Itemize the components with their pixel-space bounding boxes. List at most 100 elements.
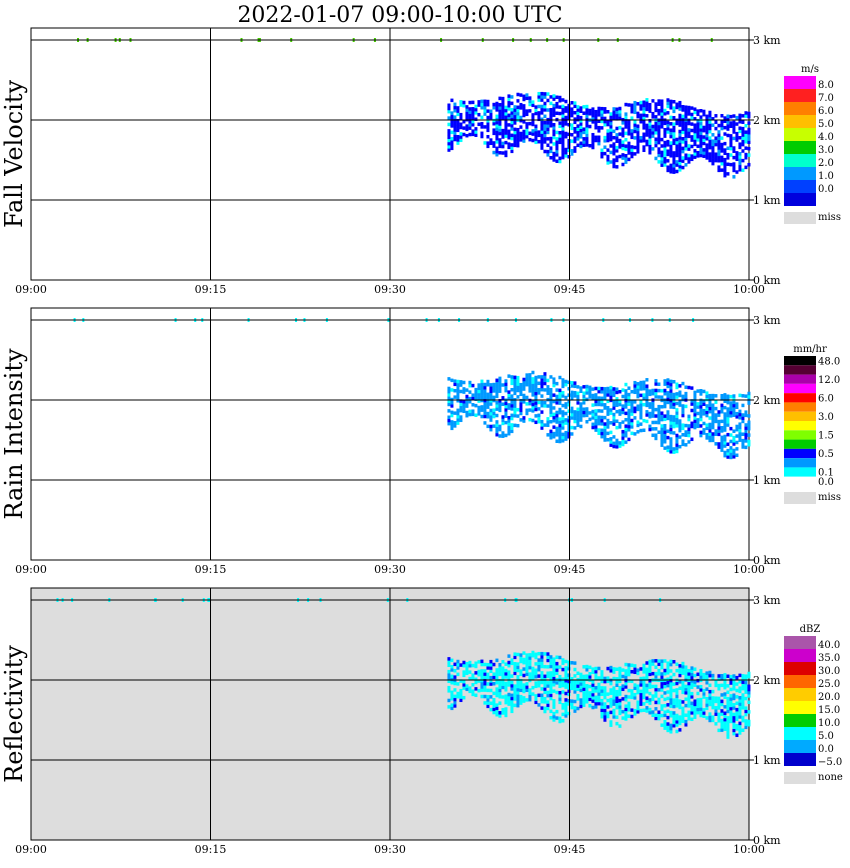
reflectivity-echo-cell — [474, 661, 478, 665]
rain-intensity-colorbar-swatch — [784, 421, 816, 431]
reflectivity-echo-cell — [516, 694, 520, 698]
fall-velocity-echo-cell — [741, 130, 745, 134]
fall-velocity-echo-cell — [591, 120, 595, 124]
fall-velocity-echo-cell — [714, 155, 718, 160]
fall-velocity-echo-cell — [651, 127, 655, 132]
reflectivity-echo-cell — [567, 711, 571, 716]
rain-intensity-echo-cell — [744, 394, 748, 398]
rain-intensity-echo-cell — [687, 433, 691, 438]
reflectivity-echo-cell — [468, 686, 472, 690]
fall-velocity-echo-cell — [729, 143, 733, 148]
reflectivity-colorbar-label: 15.0 — [818, 705, 840, 716]
reflectivity-echo-cell — [648, 707, 652, 712]
fall-velocity-echo-cell — [495, 130, 499, 135]
rain-intensity-echo-cell — [669, 386, 673, 390]
rain-intensity-echo-cell — [615, 419, 619, 423]
rain-intensity-echo-cell — [483, 421, 487, 425]
reflectivity-panel: 09:00 09:15 09:30 09:45 10:000 km1 km2 km3 k… — [0, 587, 843, 856]
rain-intensity-echo-cell — [747, 426, 751, 431]
reflectivity-echo-cell — [528, 653, 532, 657]
fall-velocity-echo-cell — [690, 112, 694, 117]
reflectivity-y-tick-label: 3 km — [753, 594, 781, 607]
fall-velocity-echo-cell — [729, 162, 733, 167]
fall-velocity-echo-cell — [624, 112, 628, 116]
reflectivity-echo-cell — [648, 659, 652, 664]
rain-intensity-echo-cell — [642, 396, 646, 401]
rain-intensity-echo-cell — [534, 420, 538, 425]
fall-velocity-echo-cell — [510, 117, 514, 122]
rain-intensity-echo-cell — [723, 405, 727, 410]
fall-velocity-echo-cell — [630, 145, 634, 149]
reflectivity-echo-cell — [543, 680, 547, 685]
reflectivity-echo-cell — [600, 689, 604, 693]
reflectivity-echo-cell — [489, 701, 493, 706]
reflectivity-echo-cell — [459, 688, 463, 693]
rain-intensity-echo-cell — [465, 410, 469, 415]
reflectivity-echo-cell — [471, 676, 475, 681]
reflectivity-echo-cell — [510, 706, 514, 710]
fall-velocity-echo-cell — [738, 113, 742, 118]
reflectivity-echo-cell — [573, 706, 577, 710]
fall-velocity-echo-cell — [654, 127, 658, 132]
fall-velocity-echo-cell — [672, 106, 676, 110]
rain-intensity-echo-cell — [660, 433, 664, 438]
fall-velocity-echo-cell — [723, 125, 727, 130]
fall-velocity-echo-cell — [525, 131, 529, 136]
reflectivity-echo-cell — [738, 686, 742, 690]
reflectivity-echo-cell — [621, 674, 625, 679]
reflectivity-echo-cell — [681, 716, 685, 720]
reflectivity-echo-cell — [492, 672, 496, 676]
rain-intensity-echo-cell — [543, 400, 547, 405]
fall-velocity-echo-cell — [621, 153, 625, 157]
reflectivity-echo-cell — [594, 705, 598, 709]
fall-velocity-echo-cell — [474, 107, 478, 112]
reflectivity-colorbar-label: 0.0 — [818, 744, 834, 755]
rain-intensity-echo-cell — [504, 411, 508, 415]
reflectivity-echo-cell — [540, 706, 544, 710]
rain-intensity-echo-cell — [666, 394, 670, 398]
rain-intensity-echo-cell — [744, 423, 748, 427]
fall-velocity-echo-cell — [738, 145, 742, 150]
rain-intensity-echo-cell — [684, 430, 688, 434]
rain-intensity-echo-cell — [528, 417, 532, 422]
fall-velocity-echo-cell — [516, 108, 520, 113]
fall-velocity-echo-cell — [660, 109, 664, 113]
reflectivity-echo-cell — [654, 675, 658, 679]
fall-velocity-echo-cell — [630, 129, 634, 133]
rain-intensity-colorbar-swatch — [784, 393, 816, 403]
reflectivity-echo-cell — [564, 707, 568, 712]
fall-velocity-echo-cell — [738, 129, 742, 134]
reflectivity-echo-cell — [507, 679, 511, 684]
rain-intensity-echo-cell — [498, 424, 502, 429]
rain-intensity-echo-cell — [570, 381, 574, 385]
reflectivity-echo-cell — [624, 682, 628, 686]
reflectivity-echo-cell — [681, 687, 685, 691]
fall-velocity-echo-cell — [627, 119, 631, 123]
rain-intensity-echo-cell — [456, 411, 460, 416]
rain-intensity-echo-cell — [474, 397, 478, 401]
fall-velocity-echo-cell — [648, 134, 652, 139]
reflectivity-echo-cell — [678, 664, 682, 668]
fall-velocity-echo-cell — [714, 139, 718, 144]
rain-intensity-echo-cell — [570, 384, 574, 388]
fall-velocity-echo-cell — [582, 143, 586, 147]
rain-intensity-echo-cell — [558, 375, 562, 380]
reflectivity-echo-cell — [465, 668, 469, 672]
reflectivity-echo-cell — [567, 676, 571, 681]
fall-velocity-echo-cell — [591, 145, 595, 150]
reflectivity-echo-cell — [651, 684, 655, 689]
reflectivity-echo-cell — [705, 674, 709, 679]
rain-intensity-echo-cell — [456, 392, 460, 397]
fall-velocity-echo-cell — [459, 112, 463, 117]
rain-intensity-echo-cell — [558, 439, 562, 444]
fall-velocity-echo-cell — [573, 120, 577, 125]
rain-intensity-echo-cell — [561, 403, 565, 408]
rain-intensity-echo-cell — [624, 392, 628, 396]
rain-intensity-x-tick-label: 09:15 — [195, 563, 227, 576]
fall-velocity-echo-cell — [606, 135, 610, 140]
rain-intensity-echo-cell — [558, 423, 562, 428]
fall-velocity-echo-cell — [645, 130, 649, 134]
reflectivity-echo-cell — [696, 691, 700, 696]
rain-intensity-echo-cell — [597, 418, 601, 423]
fall-velocity-echo-cell — [633, 107, 637, 111]
